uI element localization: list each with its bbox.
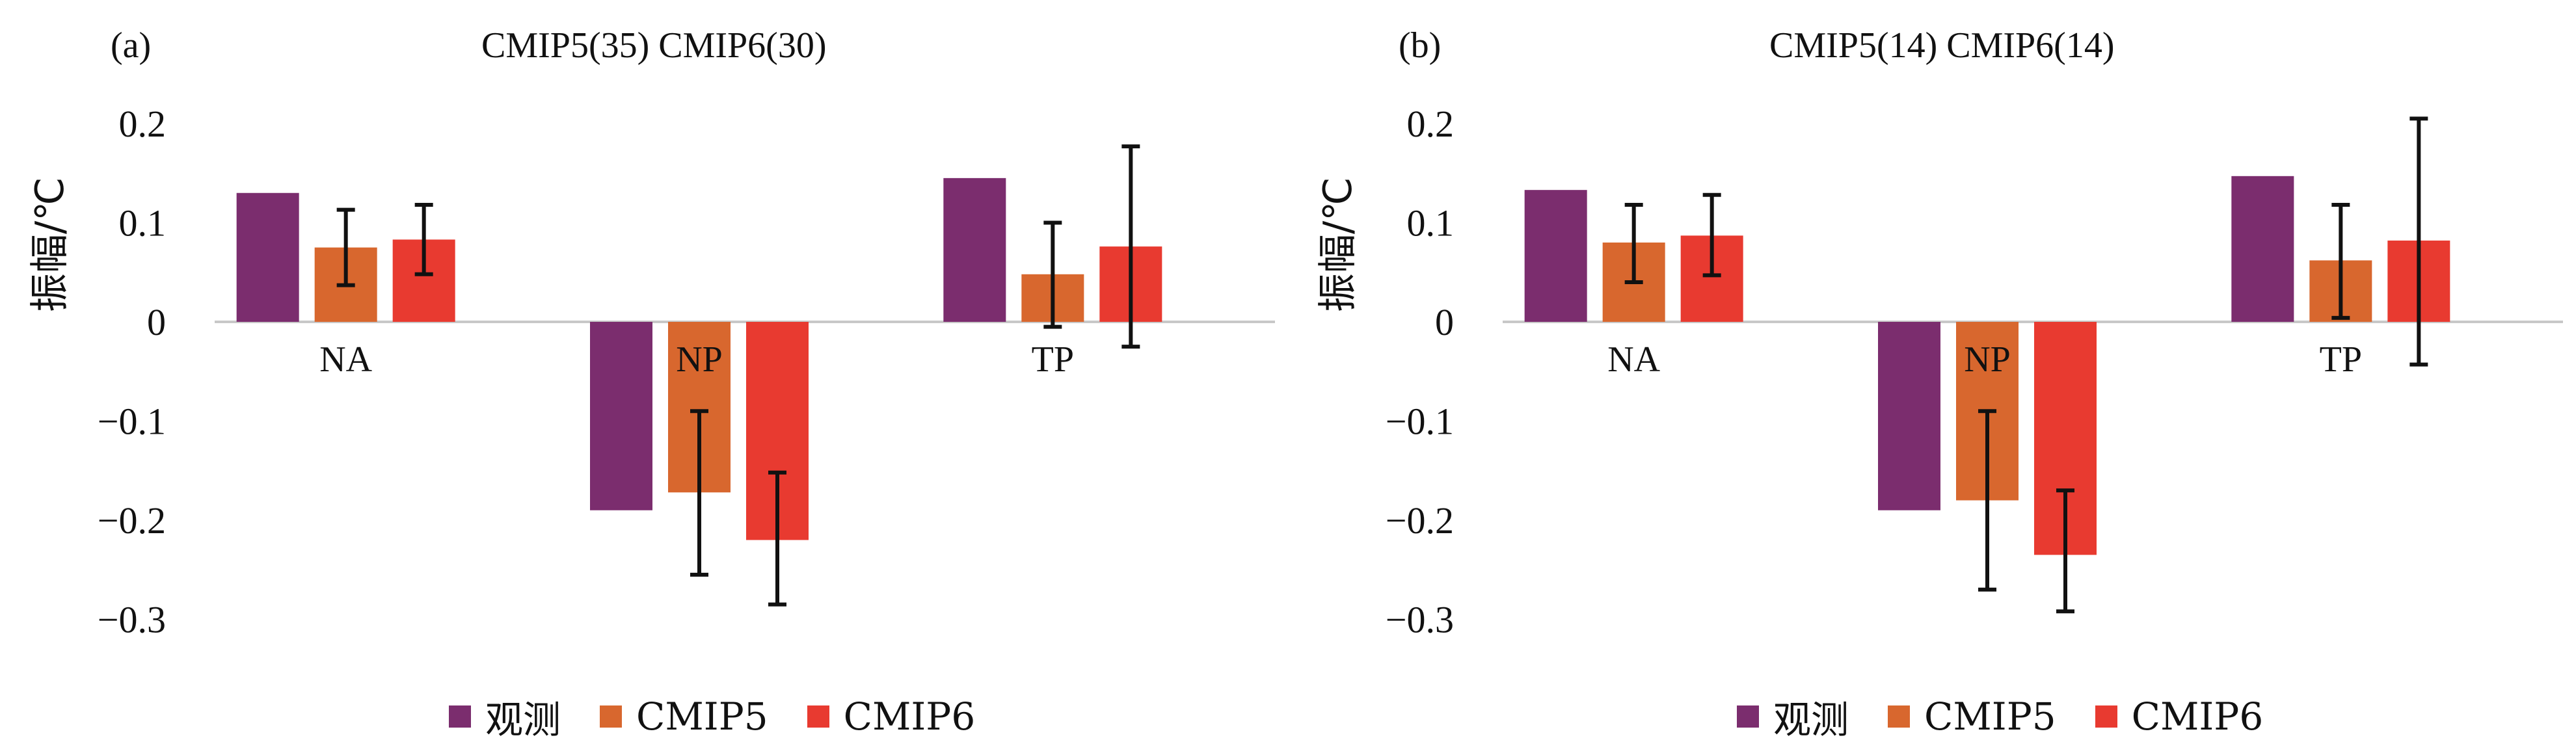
legend-label: 观测: [1773, 698, 1849, 742]
chart-panel-a: (a) CMIP5(35) CMIP6(30) 振幅/℃ 0.2 0.1 0 −0.1…: [27, 25, 1275, 744]
y-tick-label: 0: [1435, 301, 1454, 343]
legend-item: CMIP6: [807, 694, 976, 739]
legend-label: CMIP6: [2131, 694, 2264, 739]
y-tick-label: −0.2: [1386, 499, 1454, 542]
y-tick-label: −0.2: [98, 499, 166, 542]
chart-title: CMIP5(14) CMIP6(14): [1769, 25, 2115, 66]
panel-label: (a): [111, 25, 152, 66]
category-label: TP: [1032, 339, 1074, 380]
y-tick-label: −0.3: [98, 599, 166, 641]
chart-title: CMIP5(35) CMIP6(30): [481, 25, 827, 66]
panel-label: (b): [1399, 25, 1442, 66]
bar-na-观测: [236, 192, 299, 322]
legend-label: CMIP5: [1924, 694, 2056, 739]
y-tick-label: −0.1: [98, 401, 166, 443]
legend-swatch: [600, 705, 623, 728]
legend-swatch: [449, 705, 471, 728]
y-tick-label: 0.2: [119, 103, 167, 145]
legend-swatch: [807, 705, 829, 728]
legend-item: CMIP5: [1888, 694, 2056, 739]
category-label: NP: [1964, 339, 2011, 380]
category-label: NA: [1607, 339, 1660, 380]
bar-np-观测: [1878, 322, 1940, 510]
legend-item: CMIP6: [2095, 694, 2264, 739]
legend-label: CMIP6: [843, 694, 976, 739]
legend-swatch: [2095, 705, 2117, 728]
y-tick-label: 0.1: [1407, 202, 1455, 244]
bar-na-观测: [1524, 190, 1587, 322]
y-tick-label: −0.1: [1386, 401, 1454, 443]
bar-np-观测: [590, 322, 652, 510]
legend-item: 观测: [449, 689, 561, 744]
legend-item: 观测: [1737, 689, 1849, 744]
y-tick-label: −0.3: [1386, 599, 1454, 641]
legend-swatch: [1737, 705, 1759, 728]
category-label: NP: [676, 339, 723, 380]
legend-swatch: [1888, 705, 1911, 728]
chart-panel-b: (b) CMIP5(14) CMIP6(14) 振幅/℃ 0.2 0.1 0 −0.1…: [1288, 0, 2576, 751]
y-tick-label: 0: [147, 301, 166, 343]
category-label: NA: [319, 339, 372, 380]
bar-tp-观测: [2231, 176, 2294, 322]
legend-item: CMIP5: [600, 694, 768, 739]
bar-chart-svg: 0.2 0.1 0 −0.1 −0.2 −0.3 NA NP TP: [98, 103, 1275, 641]
category-label: TP: [2320, 339, 2362, 380]
legend-label: 观测: [485, 698, 561, 742]
legend-label: CMIP5: [636, 694, 768, 739]
legend: 观测 CMIP5 CMIP6: [449, 689, 1014, 744]
y-tick-label: 0.1: [119, 202, 167, 244]
y-tick-label: 0.2: [1407, 103, 1455, 145]
legend: 观测 CMIP5 CMIP6: [1737, 689, 2302, 744]
bar-chart-svg: 0.2 0.1 0 −0.1 −0.2 −0.3 NA NP TP: [1386, 103, 2563, 641]
bar-tp-观测: [943, 178, 1006, 322]
